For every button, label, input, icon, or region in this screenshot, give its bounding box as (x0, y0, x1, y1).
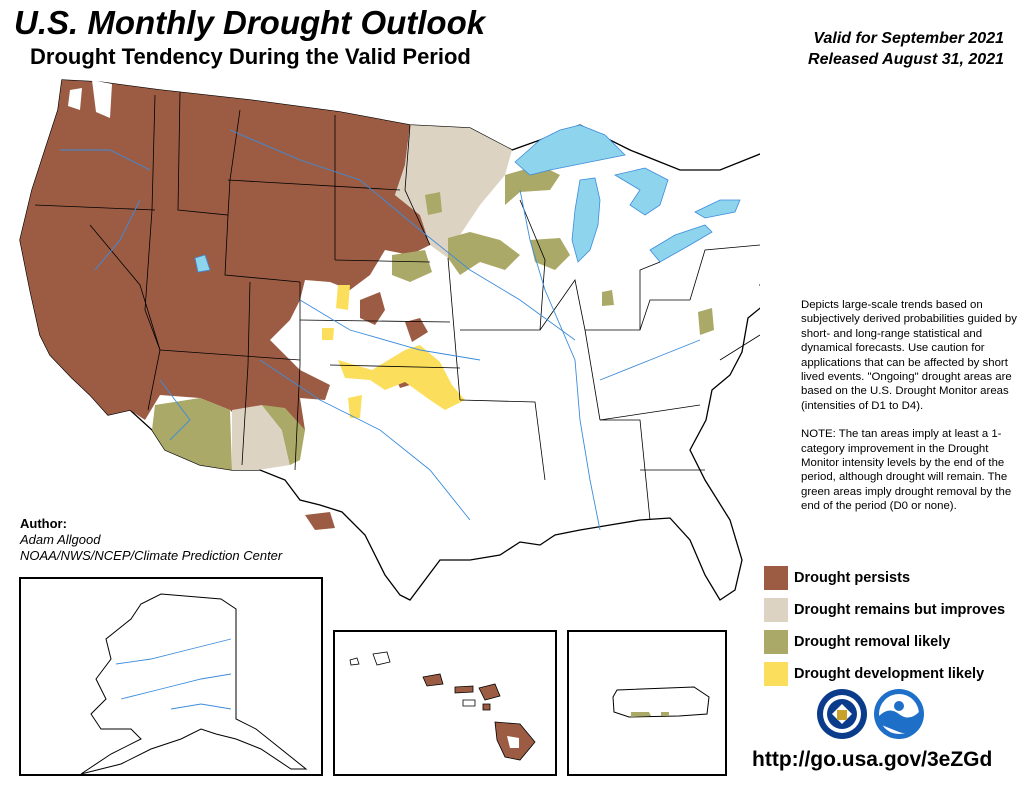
hawaii-inset (333, 630, 557, 776)
description-paragraph: Depicts large-scale trends based on subj… (801, 299, 1017, 412)
hawaii-map (349, 651, 536, 761)
legend-item-development: Drought development likely (764, 658, 1022, 690)
legend-item-improves: Drought remains but improves (764, 594, 1022, 626)
map-title: U.S. Monthly Drought Outlook (14, 4, 486, 41)
author-name: Adam Allgood (20, 532, 101, 547)
great-salt-lake (194, 254, 211, 273)
author-organization: NOAA/NWS/NCEP/Climate Prediction Center (20, 548, 283, 563)
drought-removal-areas (152, 165, 714, 470)
non-drought-cutouts (68, 80, 112, 118)
valid-period: Valid for September 2021 (813, 30, 1004, 47)
legend: Drought persists Drought remains but imp… (764, 562, 1022, 690)
legend-swatch (764, 566, 788, 590)
lake-ontario (694, 199, 741, 219)
legend-label: Drought remains but improves (794, 602, 1006, 618)
legend-swatch (764, 630, 788, 654)
drought-development-areas (322, 285, 465, 418)
legend-item-removal: Drought removal likely (764, 626, 1022, 658)
description-text: Depicts large-scale trends based on subj… (801, 298, 1019, 528)
alaska-map (80, 593, 308, 774)
note-paragraph: NOTE: The tan areas imply at least a 1-c… (801, 428, 1012, 513)
source-url[interactable]: http://go.usa.gov/3eZGd (752, 748, 993, 771)
lake-huron (613, 167, 669, 216)
legend-label: Drought persists (794, 570, 911, 586)
noaa-logo-icon (874, 689, 924, 739)
state-boundaries (34, 91, 760, 521)
legend-swatch (764, 598, 788, 622)
lake-superior (514, 124, 626, 176)
legend-swatch (764, 662, 788, 686)
map-subtitle: Drought Tendency During the Valid Period (30, 44, 471, 69)
drought-improves-areas (232, 125, 512, 470)
legend-item-persists: Drought persists (764, 562, 1022, 594)
author-label: Author: (20, 516, 67, 531)
alaska-inset (19, 577, 323, 776)
agency-logos (817, 689, 924, 739)
rivers (60, 129, 701, 531)
puerto-rico-inset (567, 630, 727, 776)
release-date: Released August 31, 2021 (808, 51, 1004, 68)
conus-drought-map (19, 79, 760, 601)
water-bodies (194, 124, 741, 273)
lake-michigan (571, 177, 601, 263)
author-block: Author: Adam Allgood NOAA/NWS/NCEP/Clima… (20, 516, 282, 564)
legend-label: Drought removal likely (794, 634, 951, 650)
legend-label: Drought development likely (794, 666, 985, 682)
nws-logo-icon (817, 689, 867, 739)
puerto-rico-map (612, 686, 710, 718)
